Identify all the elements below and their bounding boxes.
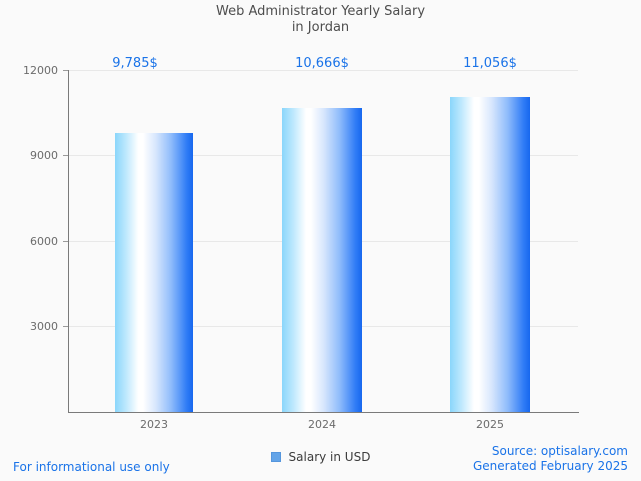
x-axis-label-2023: 2023 [140, 418, 168, 431]
bar-2024[interactable] [282, 108, 362, 412]
value-label-2023: 9,785$ [112, 56, 158, 71]
y-tick-6000 [63, 241, 68, 242]
generated-date-text: Generated February 2025 [472, 459, 628, 473]
y-axis-label-9000: 9000 [30, 149, 58, 162]
plot-area [68, 70, 578, 412]
x-axis-label-2024: 2024 [308, 418, 336, 431]
y-axis-label-6000: 6000 [30, 235, 58, 248]
chart-title-line-1: Web Administrator Yearly Salary [215, 4, 426, 19]
source-block: Source: optisalary.com Generated Februar… [473, 444, 628, 474]
chart-title: Web Administrator Yearly Salary in Jorda… [0, 4, 641, 36]
y-axis-line [68, 70, 69, 413]
y-tick-3000 [63, 326, 68, 327]
disclaimer-text: For informational use only [13, 460, 170, 474]
value-label-2024: 10,666$ [295, 56, 349, 71]
value-label-2025: 11,056$ [463, 56, 517, 71]
legend-swatch-icon [270, 452, 281, 462]
bar-2023[interactable] [115, 133, 193, 412]
source-text: Source: optisalary.com [491, 444, 628, 458]
y-axis-label-3000: 3000 [30, 320, 58, 333]
legend[interactable]: Salary in USD [0, 450, 641, 464]
gridline-12000 [68, 70, 578, 71]
chart-title-line-2: in Jordan [291, 20, 350, 35]
y-tick-12000 [63, 70, 68, 71]
x-axis-label-2025: 2025 [476, 418, 504, 431]
x-axis-line [68, 412, 579, 413]
bar-2025[interactable] [450, 97, 530, 412]
y-axis-label-12000: 12000 [23, 64, 58, 77]
legend-item-label[interactable]: Salary in USD [288, 450, 371, 464]
y-tick-9000 [63, 155, 68, 156]
